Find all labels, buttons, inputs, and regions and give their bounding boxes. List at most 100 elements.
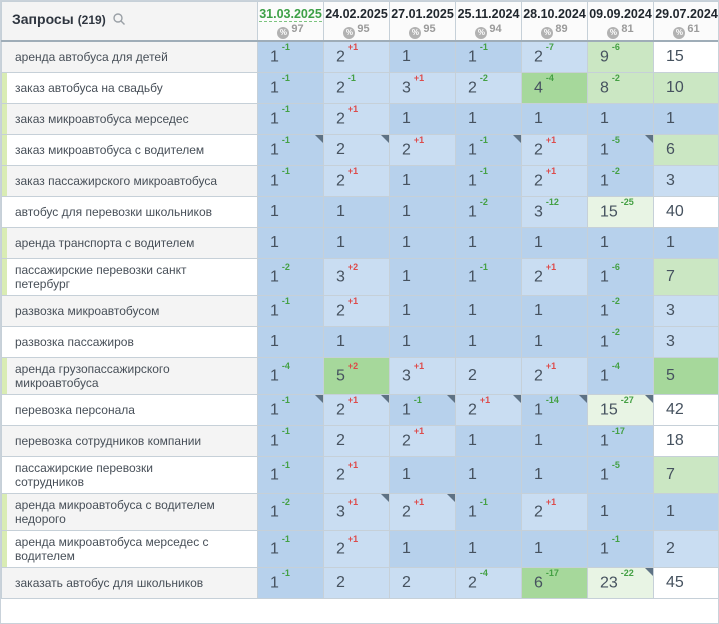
position-cell[interactable]: 1-1	[257, 529, 324, 568]
position-cell[interactable]: 1-4	[257, 356, 324, 395]
date-link[interactable]: 29.07.2024	[655, 7, 718, 21]
position-cell[interactable]: 1-1	[257, 133, 324, 166]
position-cell[interactable]: 2+1	[323, 455, 390, 494]
position-cell[interactable]: 1	[323, 195, 390, 228]
position-cell[interactable]: 2+1	[521, 164, 588, 197]
position-cell[interactable]: 1	[389, 325, 456, 358]
position-cell[interactable]: 45	[653, 566, 718, 599]
date-link[interactable]: 25.11.2024	[457, 7, 520, 21]
position-cell[interactable]: 1-1	[257, 455, 324, 494]
position-cell[interactable]: 1-1	[257, 164, 324, 197]
position-cell[interactable]: 2	[323, 424, 390, 457]
position-cell[interactable]: 7	[653, 455, 718, 494]
position-cell[interactable]: 2+1	[323, 40, 390, 73]
position-cell[interactable]: 1-2	[455, 195, 522, 228]
position-cell[interactable]: 1-17	[587, 424, 654, 457]
position-cell[interactable]: 1	[323, 226, 390, 259]
position-cell[interactable]: 1	[521, 294, 588, 327]
position-cell[interactable]: 2+1	[323, 102, 390, 135]
position-cell[interactable]: 1	[653, 492, 718, 531]
query-cell[interactable]: перевозка сотрудников компании	[1, 424, 258, 457]
position-cell[interactable]: 1	[389, 226, 456, 259]
position-cell[interactable]: 1	[389, 102, 456, 135]
position-cell[interactable]: 1	[257, 195, 324, 228]
position-cell[interactable]: 1	[323, 325, 390, 358]
position-cell[interactable]: 1-1	[257, 424, 324, 457]
position-cell[interactable]: 1-2	[587, 294, 654, 327]
query-cell[interactable]: пассажирские перевозки санкт петербург	[1, 257, 258, 296]
position-cell[interactable]: 1-1	[587, 529, 654, 568]
position-cell[interactable]: 1	[389, 164, 456, 197]
query-cell[interactable]: заказ пассажирского микроавтобуса	[1, 164, 258, 197]
position-cell[interactable]: 6-17	[521, 566, 588, 599]
position-cell[interactable]: 2+1	[521, 492, 588, 531]
position-cell[interactable]: 1-2	[257, 492, 324, 531]
position-cell[interactable]: 2+1	[389, 424, 456, 457]
query-cell[interactable]: перевозка персонала	[1, 393, 258, 426]
position-cell[interactable]: 5+2	[323, 356, 390, 395]
position-cell[interactable]: 2-4	[455, 566, 522, 599]
position-cell[interactable]: 1-2	[257, 257, 324, 296]
position-cell[interactable]: 2+1	[323, 393, 390, 426]
position-cell[interactable]: 9-6	[587, 40, 654, 73]
position-cell[interactable]: 1-1	[455, 164, 522, 197]
position-cell[interactable]: 1	[389, 529, 456, 568]
position-cell[interactable]: 3	[653, 164, 718, 197]
position-cell[interactable]: 23-22	[587, 566, 654, 599]
position-cell[interactable]: 2+1	[521, 133, 588, 166]
position-cell[interactable]: 1	[455, 294, 522, 327]
position-cell[interactable]: 2+1	[389, 492, 456, 531]
position-cell[interactable]: 3	[653, 325, 718, 358]
position-cell[interactable]: 1	[587, 226, 654, 259]
position-cell[interactable]: 1-1	[257, 40, 324, 73]
position-cell[interactable]: 2-2	[455, 71, 522, 104]
query-cell[interactable]: заказ микроавтобуса с водителем	[1, 133, 258, 166]
position-cell[interactable]: 1-1	[257, 393, 324, 426]
position-cell[interactable]: 1-1	[257, 102, 324, 135]
position-cell[interactable]: 2	[389, 566, 456, 599]
position-cell[interactable]: 1	[389, 455, 456, 494]
position-cell[interactable]: 1	[653, 226, 718, 259]
position-cell[interactable]: 3+2	[323, 257, 390, 296]
position-cell[interactable]: 1	[389, 257, 456, 296]
position-cell[interactable]: 1	[653, 102, 718, 135]
position-cell[interactable]: 42	[653, 393, 718, 426]
position-cell[interactable]: 6	[653, 133, 718, 166]
position-cell[interactable]: 1	[389, 294, 456, 327]
position-cell[interactable]: 1	[257, 226, 324, 259]
position-cell[interactable]: 1-1	[455, 40, 522, 73]
position-cell[interactable]: 3+1	[323, 492, 390, 531]
query-cell[interactable]: аренда микроавтобуса мерседес с водителе…	[1, 529, 258, 568]
position-cell[interactable]: 1-1	[389, 393, 456, 426]
position-cell[interactable]: 1	[455, 455, 522, 494]
position-cell[interactable]: 1-2	[587, 325, 654, 358]
query-cell[interactable]: пассажирские перевозки сотрудников	[1, 455, 258, 494]
position-cell[interactable]: 2	[323, 566, 390, 599]
position-cell[interactable]: 1	[587, 102, 654, 135]
position-cell[interactable]: 2+1	[455, 393, 522, 426]
position-cell[interactable]: 1	[455, 102, 522, 135]
date-link[interactable]: 28.10.2024	[523, 7, 586, 21]
query-cell[interactable]: развозка пассажиров	[1, 325, 258, 358]
position-cell[interactable]: 2	[455, 356, 522, 395]
position-cell[interactable]: 10	[653, 71, 718, 104]
position-cell[interactable]: 1-1	[257, 294, 324, 327]
position-cell[interactable]: 1-1	[455, 133, 522, 166]
position-cell[interactable]: 1	[455, 529, 522, 568]
position-cell[interactable]: 3+1	[389, 356, 456, 395]
position-cell[interactable]: 1	[521, 325, 588, 358]
position-cell[interactable]: 1	[455, 424, 522, 457]
position-cell[interactable]: 3-12	[521, 195, 588, 228]
date-link[interactable]: 27.01.2025	[391, 7, 454, 21]
query-cell[interactable]: аренда грузопассажирского микроавтобуса	[1, 356, 258, 395]
position-cell[interactable]: 2+1	[521, 356, 588, 395]
position-cell[interactable]: 1	[521, 102, 588, 135]
position-cell[interactable]: 1	[521, 529, 588, 568]
position-cell[interactable]: 1-4	[587, 356, 654, 395]
position-cell[interactable]: 7	[653, 257, 718, 296]
position-cell[interactable]: 1	[521, 226, 588, 259]
position-cell[interactable]: 2+1	[389, 133, 456, 166]
query-cell[interactable]: развозка микроавтобусом	[1, 294, 258, 327]
position-cell[interactable]: 3	[653, 294, 718, 327]
query-cell[interactable]: заказ автобуса на свадьбу	[1, 71, 258, 104]
